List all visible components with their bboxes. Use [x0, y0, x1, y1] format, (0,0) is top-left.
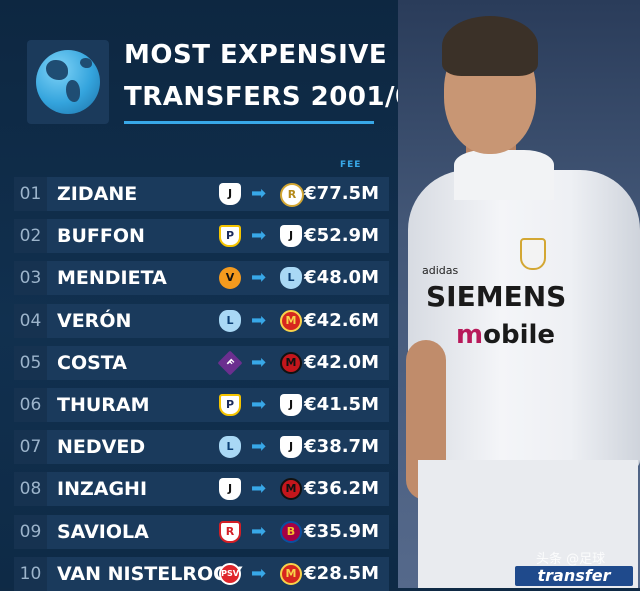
from-club-badge-icon: R [219, 521, 241, 543]
title-line-2: TRANSFERS 2001/02 [124, 82, 433, 112]
from-club-badge-icon: L [219, 436, 241, 458]
to-club-badge-icon: M [280, 563, 302, 585]
from-club-badge-icon: P [219, 394, 241, 416]
transfer-row: 04 VERÓN L ➡ M €42.6M [14, 304, 389, 338]
player-name: BUFFON [57, 225, 145, 247]
collar [454, 150, 554, 200]
to-club-badge-icon: M [280, 310, 302, 332]
transfer-row: 01 ZIDANE J ➡ R €77.5M [14, 177, 389, 211]
arrow-right-icon: ➡ [251, 521, 267, 542]
rank-number: 03 [14, 261, 47, 295]
globe-icon [36, 50, 100, 114]
arrow-right-icon: ➡ [251, 352, 267, 373]
sponsor-text: SIEMENS [426, 280, 567, 313]
player-name: THURAM [57, 394, 150, 416]
transfer-fee: €52.9M [304, 225, 379, 246]
rank-number: 01 [14, 177, 47, 211]
from-club-badge-icon: P [219, 225, 241, 247]
transfer-fee: €36.2M [304, 478, 379, 499]
from-club-badge-icon: J [219, 183, 241, 205]
player-name: NEDVED [57, 436, 146, 458]
from-club-badge-icon: V [219, 267, 241, 289]
transfer-fee: €28.5M [304, 563, 379, 584]
arrow-right-icon: ➡ [251, 225, 267, 246]
player-name: INZAGHI [57, 478, 148, 500]
transfer-row: 08 INZAGHI J ➡ M €36.2M [14, 472, 389, 506]
player-hair [442, 16, 538, 76]
transfer-row: 07 NEDVED L ➡ J €38.7M [14, 430, 389, 464]
arrow-right-icon: ➡ [251, 436, 267, 457]
to-club-badge-icon: B [280, 521, 302, 543]
globe-icon-box [27, 40, 109, 124]
watermark-caption: 头条 @足球 [536, 552, 606, 567]
player-name: ZIDANE [57, 183, 138, 205]
to-club-badge-icon: L [280, 267, 302, 289]
transfer-fee: €42.6M [304, 310, 379, 331]
sponsor-text-2: mobile [456, 320, 556, 350]
transfer-fee: €41.5M [304, 394, 379, 415]
rank-number: 05 [14, 346, 47, 380]
transfer-fee: €77.5M [304, 183, 379, 204]
from-club-badge-icon: J [219, 478, 241, 500]
from-club-badge-icon: F [217, 350, 243, 376]
kit-brand-logo: adidas [422, 264, 459, 277]
to-club-badge-icon: J [280, 436, 302, 458]
to-club-badge-icon: M [280, 352, 302, 374]
to-club-badge-icon: M [280, 478, 302, 500]
transfer-fee: €35.9M [304, 521, 379, 542]
transfer-fee: €48.0M [304, 267, 379, 288]
rank-number: 08 [14, 472, 47, 506]
arrow-right-icon: ➡ [251, 183, 267, 204]
transfer-fee: €38.7M [304, 436, 379, 457]
rank-number: 07 [14, 430, 47, 464]
rank-number: 09 [14, 515, 47, 549]
to-club-badge-icon: R [280, 183, 304, 207]
transfer-row: 06 THURAM P ➡ J €41.5M [14, 388, 389, 422]
to-club-badge-icon: J [280, 225, 302, 247]
transfer-row: 05 COSTA F ➡ M €42.0M [14, 346, 389, 380]
transfer-row: 03 MENDIETA V ➡ L €48.0M [14, 261, 389, 295]
infographic-panel: MOST EXPENSIVE TRANSFERS 2001/02 FEE 01 Z… [0, 0, 433, 591]
transfer-row: 02 BUFFON P ➡ J €52.9M [14, 219, 389, 253]
rank-number: 06 [14, 388, 47, 422]
transfer-row: 10 VAN NISTELROOY PSV ➡ M €28.5M [14, 557, 389, 591]
rank-number: 10 [14, 557, 47, 591]
transfer-fee: €42.0M [304, 352, 379, 373]
to-club-badge-icon: J [280, 394, 302, 416]
player-name: MENDIETA [57, 267, 167, 289]
player-name: VAN NISTELROOY [57, 563, 243, 585]
arrow-right-icon: ➡ [251, 267, 267, 288]
real-madrid-crest-icon [520, 238, 546, 270]
rank-number: 02 [14, 219, 47, 253]
fee-column-header: FEE [340, 160, 362, 170]
from-club-badge-icon: PSV [219, 563, 241, 585]
transfer-logo: transfer [515, 566, 633, 586]
arrow-right-icon: ➡ [251, 310, 267, 331]
transfer-row: 09 SAVIOLA R ➡ B €35.9M [14, 515, 389, 549]
player-name: COSTA [57, 352, 127, 374]
from-club-badge-icon: L [219, 310, 241, 332]
arrow-right-icon: ➡ [251, 563, 267, 584]
arrow-right-icon: ➡ [251, 478, 267, 499]
title-line-1: MOST EXPENSIVE [124, 40, 388, 70]
player-name: SAVIOLA [57, 521, 149, 543]
arrow-right-icon: ➡ [251, 394, 267, 415]
player-photo: adidas SIEMENS mobile [398, 0, 640, 588]
rank-number: 04 [14, 304, 47, 338]
player-name: VERÓN [57, 310, 132, 332]
shirt [408, 170, 640, 470]
title-underline [124, 121, 374, 124]
